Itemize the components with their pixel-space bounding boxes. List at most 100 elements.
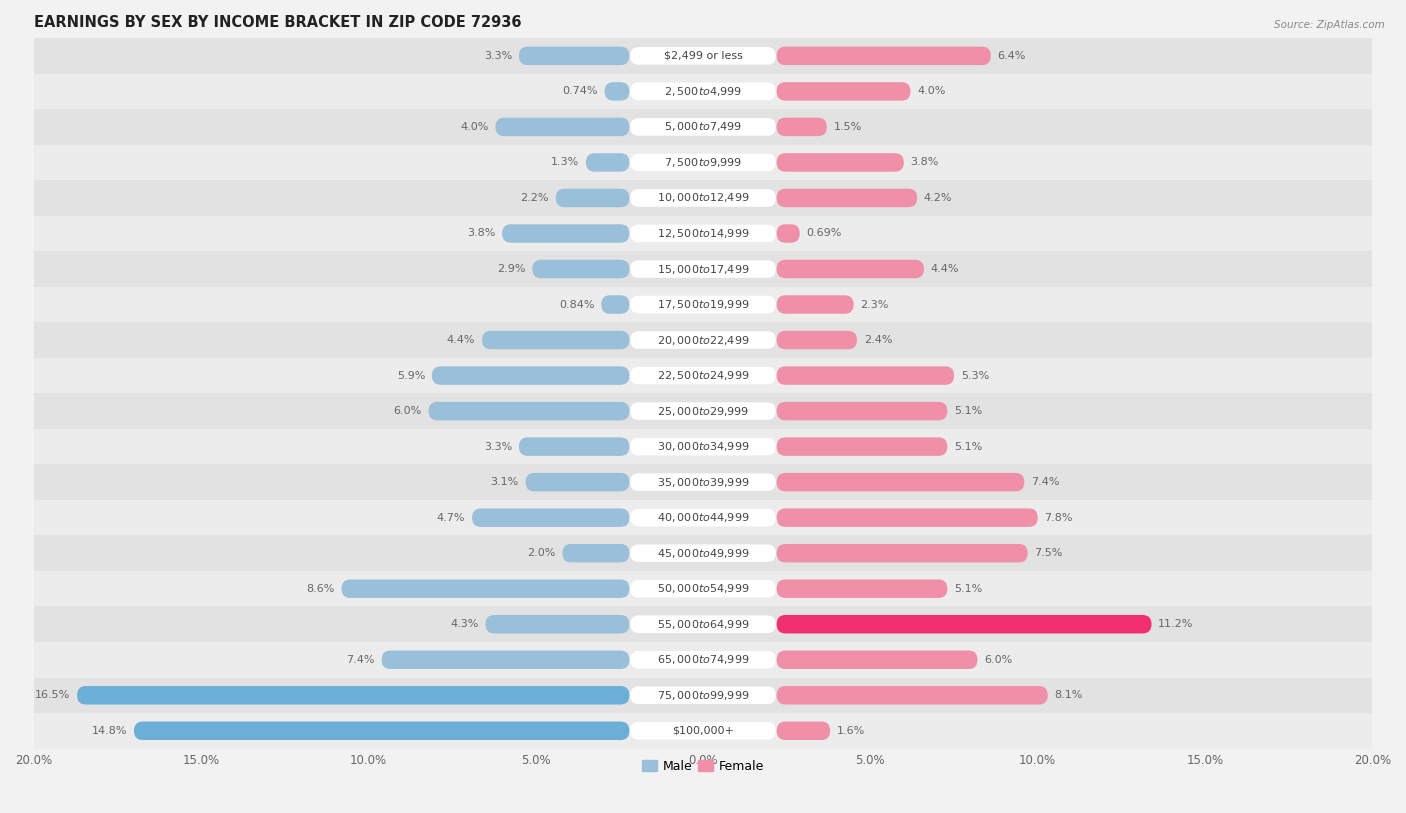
FancyBboxPatch shape <box>630 509 776 527</box>
FancyBboxPatch shape <box>776 260 924 278</box>
Text: 7.4%: 7.4% <box>1031 477 1060 487</box>
Text: 3.8%: 3.8% <box>911 158 939 167</box>
FancyBboxPatch shape <box>630 722 776 740</box>
Text: 2.3%: 2.3% <box>860 299 889 310</box>
FancyBboxPatch shape <box>519 46 630 65</box>
FancyBboxPatch shape <box>630 224 776 242</box>
FancyBboxPatch shape <box>776 331 858 350</box>
FancyBboxPatch shape <box>776 508 1038 527</box>
Bar <box>34 500 1372 536</box>
Bar <box>34 251 1372 287</box>
FancyBboxPatch shape <box>630 331 776 349</box>
Text: 5.1%: 5.1% <box>955 406 983 416</box>
Text: $5,000 to $7,499: $5,000 to $7,499 <box>664 120 742 133</box>
FancyBboxPatch shape <box>776 580 948 598</box>
Text: 2.2%: 2.2% <box>520 193 548 203</box>
FancyBboxPatch shape <box>495 118 630 136</box>
FancyBboxPatch shape <box>519 437 630 456</box>
Text: 11.2%: 11.2% <box>1159 620 1194 629</box>
Bar <box>34 322 1372 358</box>
Text: 3.3%: 3.3% <box>484 441 512 451</box>
FancyBboxPatch shape <box>630 580 776 598</box>
Text: $25,000 to $29,999: $25,000 to $29,999 <box>657 405 749 418</box>
Text: $55,000 to $64,999: $55,000 to $64,999 <box>657 618 749 631</box>
FancyBboxPatch shape <box>432 367 630 385</box>
Text: $75,000 to $99,999: $75,000 to $99,999 <box>657 689 749 702</box>
Bar <box>34 215 1372 251</box>
FancyBboxPatch shape <box>605 82 630 101</box>
FancyBboxPatch shape <box>429 402 630 420</box>
Text: $2,500 to $4,999: $2,500 to $4,999 <box>664 85 742 98</box>
FancyBboxPatch shape <box>776 82 911 101</box>
Bar <box>34 571 1372 606</box>
Text: $15,000 to $17,499: $15,000 to $17,499 <box>657 263 749 276</box>
FancyBboxPatch shape <box>630 296 776 313</box>
Text: 4.4%: 4.4% <box>447 335 475 345</box>
Text: $7,500 to $9,999: $7,500 to $9,999 <box>664 156 742 169</box>
FancyBboxPatch shape <box>776 544 1028 563</box>
FancyBboxPatch shape <box>776 189 917 207</box>
Text: Source: ZipAtlas.com: Source: ZipAtlas.com <box>1274 20 1385 30</box>
Text: 0.69%: 0.69% <box>807 228 842 238</box>
Text: 7.5%: 7.5% <box>1035 548 1063 559</box>
Bar <box>34 145 1372 180</box>
Bar <box>34 713 1372 749</box>
FancyBboxPatch shape <box>776 367 955 385</box>
FancyBboxPatch shape <box>134 722 630 740</box>
FancyBboxPatch shape <box>776 615 1152 633</box>
FancyBboxPatch shape <box>630 686 776 704</box>
Text: EARNINGS BY SEX BY INCOME BRACKET IN ZIP CODE 72936: EARNINGS BY SEX BY INCOME BRACKET IN ZIP… <box>34 15 522 30</box>
Text: $50,000 to $54,999: $50,000 to $54,999 <box>657 582 749 595</box>
Text: 3.1%: 3.1% <box>491 477 519 487</box>
Text: 14.8%: 14.8% <box>91 726 128 736</box>
Text: $35,000 to $39,999: $35,000 to $39,999 <box>657 476 749 489</box>
FancyBboxPatch shape <box>533 260 630 278</box>
Text: 6.0%: 6.0% <box>394 406 422 416</box>
Text: 5.1%: 5.1% <box>955 584 983 593</box>
Bar <box>34 180 1372 215</box>
FancyBboxPatch shape <box>630 83 776 100</box>
Text: 7.4%: 7.4% <box>346 654 375 665</box>
FancyBboxPatch shape <box>630 47 776 65</box>
FancyBboxPatch shape <box>630 545 776 562</box>
Bar <box>34 536 1372 571</box>
Text: $10,000 to $12,499: $10,000 to $12,499 <box>657 192 749 204</box>
Legend: Male, Female: Male, Female <box>637 754 769 778</box>
Text: $65,000 to $74,999: $65,000 to $74,999 <box>657 654 749 666</box>
Text: 4.2%: 4.2% <box>924 193 952 203</box>
Bar <box>34 606 1372 642</box>
Text: 1.3%: 1.3% <box>551 158 579 167</box>
Bar <box>34 429 1372 464</box>
Bar <box>34 358 1372 393</box>
Text: 8.1%: 8.1% <box>1054 690 1083 700</box>
FancyBboxPatch shape <box>776 473 1025 491</box>
Text: 6.4%: 6.4% <box>997 51 1026 61</box>
FancyBboxPatch shape <box>630 367 776 385</box>
Text: 1.6%: 1.6% <box>837 726 865 736</box>
FancyBboxPatch shape <box>555 189 630 207</box>
Bar <box>34 464 1372 500</box>
Text: $20,000 to $22,499: $20,000 to $22,499 <box>657 333 749 346</box>
FancyBboxPatch shape <box>602 295 630 314</box>
FancyBboxPatch shape <box>776 686 1047 705</box>
FancyBboxPatch shape <box>776 153 904 172</box>
FancyBboxPatch shape <box>776 722 830 740</box>
Text: 2.0%: 2.0% <box>527 548 555 559</box>
FancyBboxPatch shape <box>776 224 800 243</box>
Text: 5.3%: 5.3% <box>960 371 988 380</box>
FancyBboxPatch shape <box>630 615 776 633</box>
FancyBboxPatch shape <box>472 508 630 527</box>
Bar <box>34 642 1372 677</box>
FancyBboxPatch shape <box>776 402 948 420</box>
Text: 4.0%: 4.0% <box>917 86 946 97</box>
Text: $40,000 to $44,999: $40,000 to $44,999 <box>657 511 749 524</box>
Text: 16.5%: 16.5% <box>35 690 70 700</box>
Text: 3.3%: 3.3% <box>484 51 512 61</box>
FancyBboxPatch shape <box>77 686 630 705</box>
Text: 4.4%: 4.4% <box>931 264 959 274</box>
FancyBboxPatch shape <box>776 437 948 456</box>
Text: 2.9%: 2.9% <box>498 264 526 274</box>
Bar <box>34 677 1372 713</box>
Text: 3.8%: 3.8% <box>467 228 495 238</box>
FancyBboxPatch shape <box>630 438 776 455</box>
